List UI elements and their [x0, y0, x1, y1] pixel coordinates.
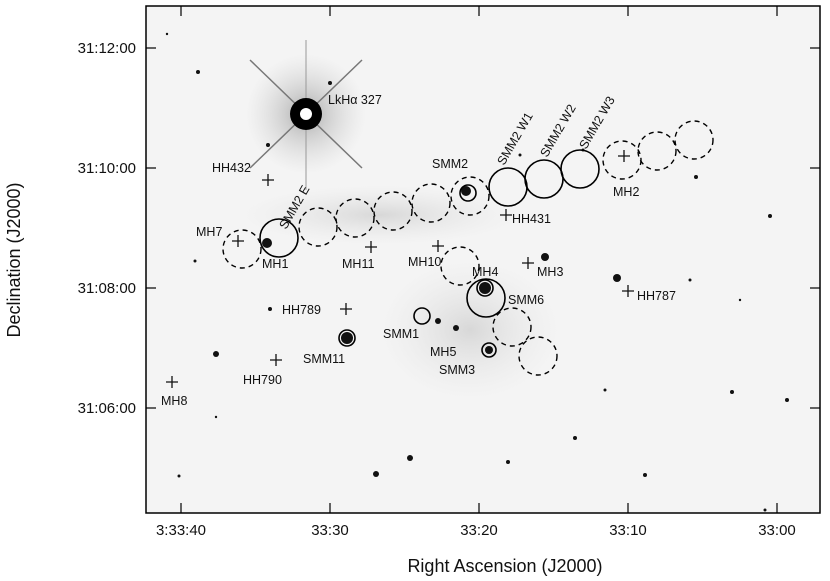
x-tick-label: 33:20	[460, 522, 498, 539]
label-hh432: HH432	[212, 161, 251, 175]
label-smm3: SMM3	[439, 363, 475, 377]
nebulosity	[240, 185, 520, 245]
label-smm2: SMM2	[432, 157, 468, 171]
bright-star	[246, 40, 366, 190]
label-hh787: HH787	[637, 289, 676, 303]
x-tick-label: 3:33:40	[156, 522, 206, 539]
label-hh790: HH790	[243, 373, 282, 387]
label-mh11: MH11	[342, 257, 374, 271]
x-tick-label: 33:30	[311, 522, 349, 539]
label-mh1: MH1	[262, 257, 288, 271]
beam-circles-solid	[259, 149, 600, 358]
label-mh10: MH10	[408, 255, 441, 269]
beam-circles-dashed	[222, 120, 714, 376]
label-smm1: SMM1	[383, 327, 419, 341]
plot-frame	[145, 5, 821, 514]
y-tick-label: 31:12:00	[78, 40, 136, 57]
label-hh431: HH431	[512, 212, 551, 226]
y-axis-title: Declination (J2000)	[4, 182, 24, 337]
y-tick-label: 31:06:00	[78, 400, 136, 417]
field-stars	[165, 32, 789, 512]
source-markers	[166, 150, 634, 388]
label-mh8: MH8	[161, 394, 187, 408]
x-tick-label: 33:10	[609, 522, 647, 539]
label-mh7: MH7	[196, 225, 222, 239]
label-smm6: SMM6	[508, 293, 544, 307]
x-axis-title: Right Ascension (J2000)	[407, 556, 602, 576]
label-mh4: MH4	[472, 265, 498, 279]
axis-ticks	[146, 6, 820, 513]
y-tick-label: 31:10:00	[78, 160, 136, 177]
nebulosity	[380, 260, 560, 400]
label-lkha327: LkHα 327	[328, 93, 382, 107]
label-smm11: SMM11	[303, 352, 345, 366]
y-tick-label: 31:08:00	[78, 280, 136, 297]
image-background	[146, 6, 820, 513]
label-mh3: MH3	[537, 265, 563, 279]
label-hh789: HH789	[282, 303, 321, 317]
label-mh5: MH5	[430, 345, 456, 359]
x-tick-label: 33:00	[758, 522, 796, 539]
label-mh2: MH2	[613, 185, 639, 199]
